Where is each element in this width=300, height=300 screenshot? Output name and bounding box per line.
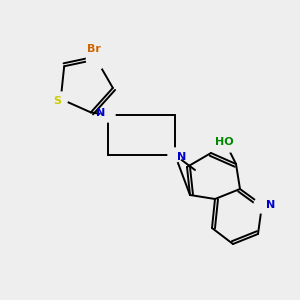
Text: S: S — [53, 96, 61, 106]
Circle shape — [219, 132, 239, 152]
Circle shape — [168, 148, 182, 162]
Circle shape — [254, 197, 270, 213]
Circle shape — [101, 108, 115, 122]
Text: HO: HO — [215, 137, 233, 147]
Text: N: N — [177, 152, 187, 162]
Text: N: N — [266, 200, 276, 210]
Circle shape — [86, 50, 106, 69]
Circle shape — [54, 92, 68, 106]
Text: N: N — [96, 108, 106, 118]
Text: Br: Br — [88, 44, 101, 54]
